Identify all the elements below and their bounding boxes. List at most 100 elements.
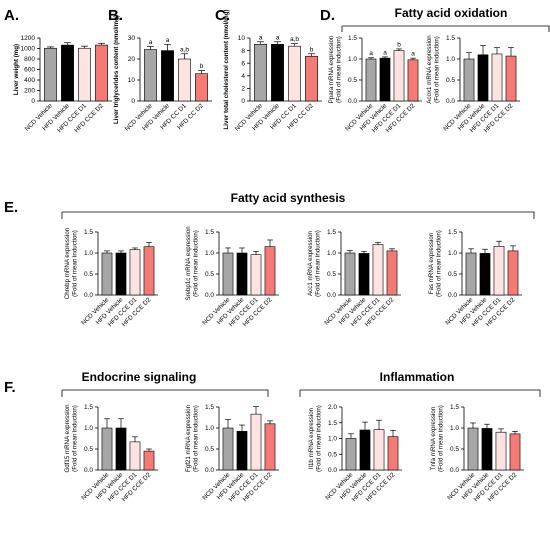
bar	[358, 253, 370, 296]
bar	[493, 245, 505, 296]
y-tick-label: 1.0	[328, 436, 337, 443]
y-tick-label: 0.0	[448, 292, 457, 299]
y-tick-label: 1.5	[450, 404, 459, 411]
y-tick-label: 0.5	[448, 271, 457, 278]
y-tick-label: 0.5	[205, 271, 214, 278]
y-tick-label: 0.5	[327, 271, 336, 278]
panel-letter: F.	[4, 379, 16, 396]
y-tick-label: 1.5	[448, 229, 457, 236]
significance-letter: a,b	[180, 46, 189, 53]
significance-letter: b	[200, 63, 204, 70]
y-tick-label: 0	[131, 98, 135, 105]
y-axis-label: Liver triglycerides content (nmol/mg)	[113, 15, 120, 124]
y-tick-label: 1.0	[205, 425, 214, 432]
y-axis-label: Gdf15 mRNA expression(Fold of mean induc…	[64, 404, 79, 473]
y-tick-label: 1.5	[205, 229, 214, 236]
y-tick-label: 1.5	[348, 35, 357, 42]
y-axis-label: Liver total cholesterol content (nmol/mg…	[223, 10, 230, 130]
panel-letter: A.	[4, 7, 19, 24]
y-tick-label: 10	[128, 77, 136, 84]
y-tick-label: 1.0	[446, 56, 455, 63]
section-title-endocrine-signaling: Endocrine signaling	[82, 370, 197, 384]
y-tick-label: 600	[24, 67, 35, 74]
panel-letter: B.	[108, 7, 123, 24]
y-tick-label: 2	[241, 86, 245, 93]
y-tick-label: 30	[128, 35, 136, 42]
bar	[101, 252, 113, 296]
bar	[250, 413, 262, 471]
y-tick-label: 0.5	[84, 271, 93, 278]
y-axis-label: Chrebp mRNA expression(Fold of mean indu…	[64, 227, 79, 299]
bar	[491, 53, 503, 102]
bar	[61, 44, 74, 102]
bar	[143, 246, 155, 296]
section-header-inflammation: Inflammation	[299, 370, 541, 397]
significance-letter: a	[259, 34, 263, 41]
significance-letter: b	[310, 46, 314, 53]
bar	[407, 59, 419, 102]
y-tick-label: 1.5	[446, 35, 455, 42]
chart-panel: F. 0.0 0.5 1.0 1.5 Gdf15 mRNA expression(Fold…	[4, 379, 158, 503]
y-tick-label: 20	[128, 56, 136, 63]
bar	[264, 423, 276, 471]
y-tick-label: 800	[24, 56, 35, 63]
bar	[509, 433, 521, 471]
section-title-inflammation: Inflammation	[380, 370, 455, 384]
significance-letter: a	[149, 39, 153, 46]
section-title-fatty-acid-synthesis: Fatty acid synthesis	[231, 191, 346, 205]
bar	[345, 438, 357, 471]
y-tick-label: 1.5	[328, 420, 337, 427]
bar	[463, 58, 475, 102]
y-tick-label: 0.0	[450, 467, 459, 474]
bar	[115, 427, 127, 471]
y-tick-label: 1.0	[348, 56, 357, 63]
chart-panel: 0.0 0.5 1.0 1.5 Srebp1c mRNA expression(Fold…	[185, 226, 279, 328]
bar	[465, 252, 477, 296]
y-tick-label: 200	[24, 88, 35, 95]
section-title-fatty-acid-oxidation: Fatty acid oxidation	[395, 6, 508, 20]
bar	[143, 450, 155, 471]
significance-letter: a	[276, 34, 280, 41]
y-axis-label: Ppara mRNA expression(Fold of mean induc…	[328, 35, 343, 103]
bar	[161, 50, 174, 102]
y-tick-label: 0.0	[205, 292, 214, 299]
bar	[479, 253, 491, 296]
y-axis-label: Il1b mRNA expression(Fold of mean induct…	[308, 405, 323, 472]
y-tick-label: 1000	[21, 46, 36, 53]
y-axis-label: Fas mRNA expression(Fold of mean inducti…	[428, 230, 443, 297]
y-tick-label: 1.0	[327, 250, 336, 257]
section-bracket	[299, 389, 541, 397]
y-tick-label: 10	[238, 35, 246, 42]
bar	[505, 55, 517, 102]
bar	[129, 441, 141, 471]
section-bracket	[61, 389, 269, 397]
bar	[379, 57, 391, 102]
y-tick-label: 1.0	[84, 425, 93, 432]
bar	[467, 427, 479, 471]
significance-letter: a	[383, 49, 387, 56]
panel-letter: C.	[215, 7, 230, 24]
y-tick-label: 0.5	[446, 77, 455, 84]
bar	[129, 249, 141, 296]
significance-letter: b	[397, 41, 401, 48]
bar	[95, 44, 108, 102]
bar	[264, 246, 276, 296]
y-axis-label: Acox1 mRNA expression(Fold of mean induc…	[426, 35, 441, 104]
chart-panel: C. 0 2 4 6 8 10 Liver total cholesterol content…	[215, 7, 322, 133]
y-tick-label: 1.0	[448, 250, 457, 257]
panel-letter: E.	[4, 199, 18, 216]
bar	[372, 244, 384, 296]
y-tick-label: 1.0	[205, 250, 214, 257]
bar	[305, 55, 318, 102]
y-tick-label: 8	[241, 48, 245, 55]
bar	[387, 436, 399, 471]
bar	[359, 429, 371, 471]
y-tick-label: 0.0	[84, 467, 93, 474]
bar	[495, 431, 507, 471]
y-tick-label: 0	[31, 98, 35, 105]
y-axis-label: Fgf21 mRNA expression(Fold of mean induc…	[185, 404, 200, 472]
y-axis-label: Liver weight (mg)	[13, 44, 20, 95]
bar	[477, 54, 489, 102]
